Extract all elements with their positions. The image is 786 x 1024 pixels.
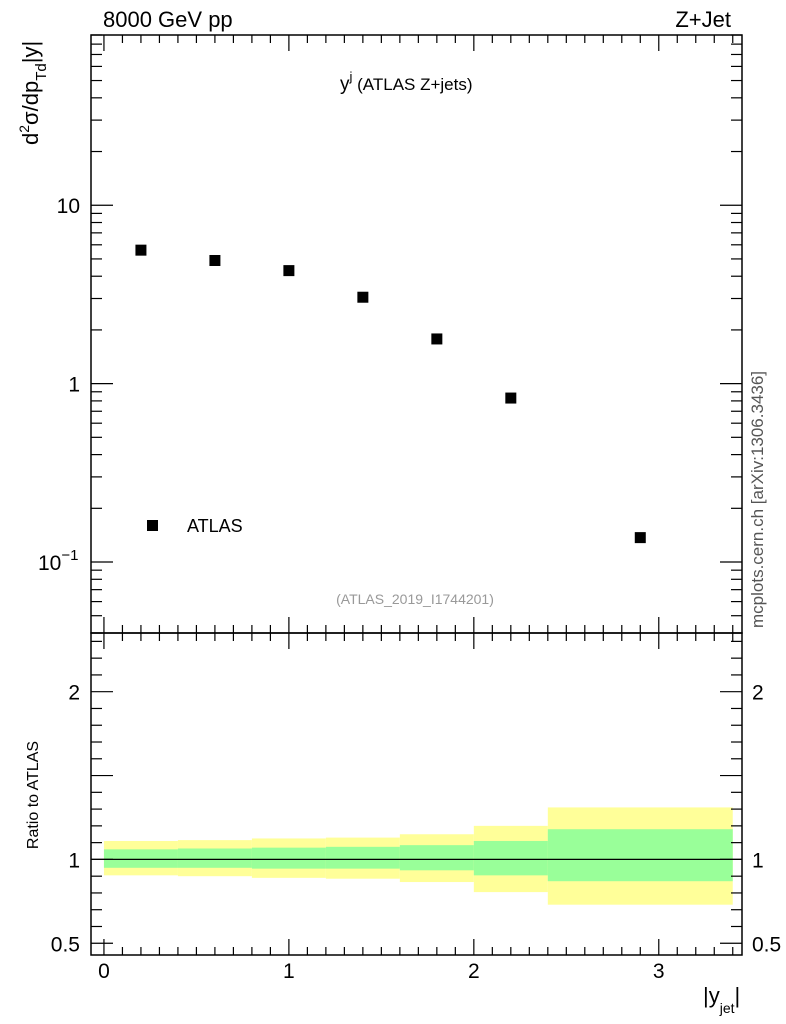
y-tick-label-right: 2	[752, 682, 764, 705]
x-tick-label: 3	[653, 960, 665, 983]
plot-title: yj (ATLAS Z+jets)	[340, 69, 473, 95]
stat-uncertainty-band	[177, 848, 252, 868]
y-tick-label: 10−1	[38, 547, 78, 575]
stat-uncertainty-band	[103, 849, 178, 868]
stat-uncertainty-band	[325, 846, 400, 869]
x-tick-label: 1	[283, 960, 295, 983]
y-axis-label: d2σ/dpTd|y|	[16, 41, 50, 145]
y-tick-label: 1	[68, 849, 80, 872]
data-point	[357, 291, 369, 303]
stat-uncertainty-band	[399, 845, 474, 871]
data-point	[634, 532, 646, 544]
ratio-axis-ticks	[91, 633, 742, 955]
stat-uncertainty-band	[251, 847, 326, 869]
legend-label: ATLAS	[187, 516, 243, 536]
data-point	[431, 333, 443, 345]
y-tick-label-right: 1	[752, 849, 764, 872]
legend-marker	[147, 520, 158, 531]
data-point	[135, 244, 147, 256]
ratio-y-tick-labels: 0.5 0.5 1 1 2 2	[51, 682, 781, 957]
y-tick-label: 2	[68, 682, 80, 705]
y-tick-label: 0.5	[51, 933, 80, 956]
ratio-y-axis-label: Ratio to ATLAS	[25, 741, 42, 849]
x-tick-label: 0	[98, 960, 110, 983]
y-tick-label: 10	[57, 195, 80, 218]
main-y-tick-labels: 10 1 10−1	[38, 195, 80, 575]
header-left: 8000 GeV pp	[103, 7, 233, 32]
header-right: Z+Jet	[675, 7, 731, 32]
x-tick-labels: 0 1 2 3	[98, 960, 665, 983]
main-axis-ticks	[91, 34, 742, 634]
main-frame	[90, 34, 743, 634]
x-tick-label: 2	[468, 960, 480, 983]
data-points	[135, 244, 646, 544]
x-axis-label: |yjet|	[703, 983, 740, 1016]
ratio-panel: 0.5 0.5 1 1 2 2 0 1 2 3 Ratio to ATLAS |yjet|	[25, 632, 781, 1016]
data-point	[505, 392, 517, 404]
main-panel: 10 1 10−1 yj (ATLAS Z+jets) d2σ/dpTd|y| AT…	[16, 34, 743, 634]
data-point	[209, 254, 221, 266]
stat-uncertainty-band	[473, 840, 548, 876]
y-tick-label-right: 0.5	[752, 933, 781, 956]
analysis-id: (ATLAS_2019_I1744201)	[336, 591, 494, 607]
credit-text: mcplots.cern.ch [arXiv:1306.3436]	[748, 371, 767, 628]
ratio-frame	[90, 632, 743, 956]
y-tick-label: 1	[68, 374, 80, 397]
stat-uncertainty-band	[547, 829, 733, 882]
uncertainty-bands	[103, 807, 733, 905]
data-point	[283, 265, 295, 277]
